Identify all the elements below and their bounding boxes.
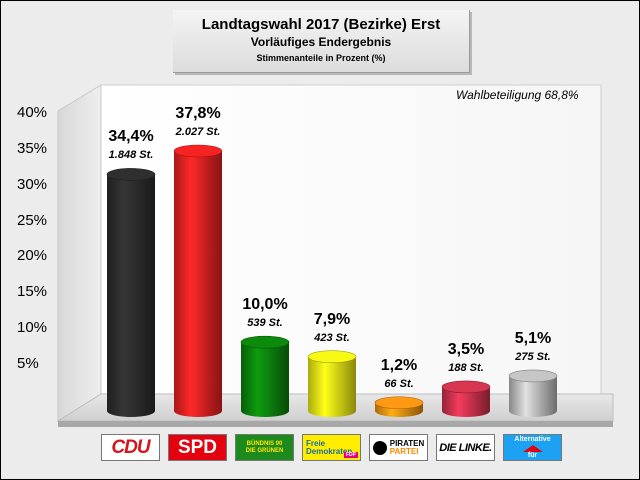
bar-top [173,144,223,158]
pirate-flag-icon [372,440,387,455]
bar-value-label: 7,9% [313,310,351,328]
chart-title: Landtagswahl 2017 (Bezirke) Erst [201,16,441,33]
bar-cdu [106,168,156,417]
bar-piraten [374,396,424,417]
y-tick-label: 40% [17,103,48,121]
y-tick-label: 30% [17,175,48,193]
bar-body [308,356,356,417]
chart-title-box: Landtagswahl 2017 (Bezirke) Erst Vorläuf… [173,10,470,73]
chart-unit-caption: Stimmenanteile in Prozent (%) [256,53,386,63]
logo-piraten-line2: PARTEI [389,446,419,456]
bar-top [374,396,424,410]
bar-value-label: 37,8% [175,105,221,122]
bar-body [241,342,289,417]
logo-linke: DIE LINKE. [436,434,495,461]
bar-spd [173,144,223,417]
bar-value-label: 3,5% [447,340,485,358]
bar-body [107,174,155,417]
bar-top [441,380,491,394]
logo-gruene-line1: BÜNDNIS 90 [246,440,283,447]
bar-top [307,350,357,363]
y-tick-label: 10% [17,319,48,337]
logo-fdp: Freie Demokraten FDP [302,434,361,461]
logo-piraten-line1: PIRATEN [389,438,425,448]
y-tick-label: 35% [17,139,48,157]
bar-votes-label: 1.848 St. [108,149,154,162]
bar-gr-ne [240,335,290,417]
bar-votes-label: 2.027 St. [175,126,221,138]
logo-fdp-line2: Demokraten [306,446,353,456]
logo-fdp-tag: FDP [344,452,358,458]
y-tick-label: 25% [17,211,48,229]
turnout-label: Wahlbeteiligung 68,8% [456,88,579,102]
logo-cdu-text: CDU [111,436,150,458]
bar-die-linke [441,380,491,417]
logo-fdp-line1: Freie [306,438,326,448]
bar-body [509,375,557,417]
bar-body [174,151,222,417]
bar-value-label: 5,1% [514,329,552,347]
y-tick-label: 15% [17,283,48,301]
afd-arrow-icon [522,444,543,452]
logo-piraten: PIRATEN PARTEI [369,434,428,461]
bar-top [106,168,156,181]
y-tick-label: 5% [17,355,39,373]
logo-cdu: CDU [101,434,160,461]
logo-gruene-line2: DIE GRÜNEN [245,447,284,454]
logo-spd-text: SPD [177,436,218,458]
logo-spd: SPD [168,434,227,461]
bar-votes-label: 188 St. [448,361,484,374]
logo-linke-text: DIE LINKE. [439,441,492,454]
bar-fdp [307,350,357,417]
logo-gruene: BÜNDNIS 90 DIE GRÜNEN [235,434,294,461]
bar-votes-label: 275 St. [515,350,551,363]
bar-value-label: 34,4% [108,128,154,146]
y-tick-label: 20% [17,247,48,265]
bar-votes-label: 423 St. [314,331,350,344]
bar-votes-label: 539 St. [247,317,283,330]
bar-top [240,335,290,349]
bar-value-label: 1,2% [380,356,418,374]
logo-afd: Alternative für [503,434,562,461]
chart-floor-edge [58,421,613,427]
bar-afd [508,369,558,417]
bar-top [508,369,558,383]
bar-value-label: 10,0% [242,296,288,314]
logo-afd-line1: Alternative [514,435,551,443]
bar-votes-label: 66 St. [384,377,414,390]
chart-subtitle: Vorläufiges Endergebnis [250,35,392,49]
logo-afd-line2: für [527,451,538,459]
bar-body [442,386,490,417]
